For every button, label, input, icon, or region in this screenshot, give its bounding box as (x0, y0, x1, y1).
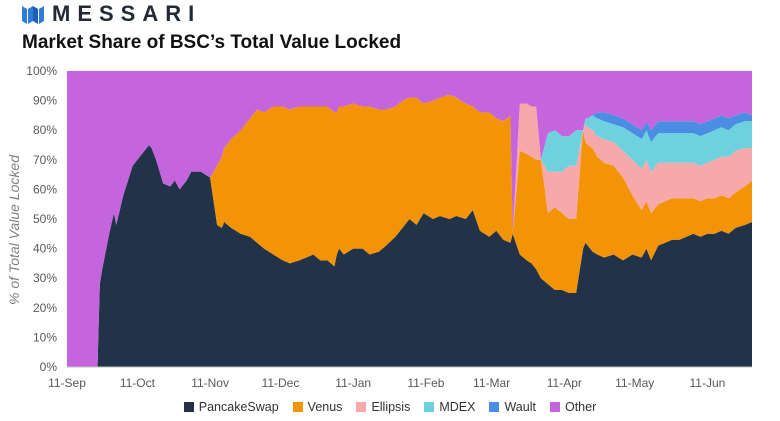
legend-swatch (292, 402, 303, 412)
legend-label: Ellipsis (371, 400, 411, 414)
y-tick-label: 60% (33, 182, 57, 196)
legend-item-other: Other (549, 400, 597, 414)
brand: MESSARI (22, 2, 201, 26)
legend-swatch (183, 402, 194, 412)
legend-label: Wault (504, 400, 536, 414)
x-tick-label: 11-Feb (407, 376, 444, 390)
area-other (67, 71, 752, 367)
axes: 0% 10% 20% 30% 40% 50% 60% 70% 80% 90% 100% 11-Sep 1… (26, 64, 752, 390)
y-tick-label: 50% (33, 212, 57, 226)
y-tick-label: 90% (33, 94, 57, 108)
y-tick-label: 30% (33, 271, 57, 285)
x-tick-label: 11-Sep (48, 376, 86, 390)
series-areas (67, 71, 752, 367)
y-tick-label: 80% (33, 123, 57, 137)
messari-logo-icon (22, 6, 44, 24)
area-wault (67, 94, 752, 367)
legend-item-venus: Venus (292, 400, 343, 414)
chart-title: Market Share of BSC’s Total Value Locked (22, 32, 402, 53)
legend-swatch (356, 402, 367, 412)
x-tick-label: 11-Jun (690, 376, 726, 390)
x-tick-label: 11-May (615, 376, 654, 390)
y-tick-label: 40% (33, 242, 57, 256)
y-tick-label: 0% (40, 360, 58, 374)
legend-label: Venus (307, 400, 343, 414)
brand-name: MESSARI (52, 1, 202, 26)
y-tick-label: 100% (26, 64, 57, 78)
x-tick-label: 11-Nov (191, 376, 229, 390)
legend-swatch (424, 402, 435, 412)
x-tick-label: 11-Oct (120, 376, 156, 390)
y-tick-label: 70% (33, 153, 57, 167)
legend-item-pancakeswap: PancakeSwap (183, 400, 279, 414)
x-tick-label: 11-Jan (335, 376, 371, 390)
y-tick-label: 10% (33, 330, 57, 344)
legend-item-mdex: MDEX (424, 400, 475, 414)
legend-item-wault: Wault (489, 400, 536, 414)
legend: PancakeSwap Venus Ellipsis MDEX Wault Other (0, 400, 780, 414)
legend-item-ellipsis: Ellipsis (356, 400, 410, 414)
area-pancakeswap (67, 145, 752, 367)
y-tick-label: 20% (33, 301, 57, 315)
legend-label: Other (564, 400, 597, 414)
x-tick-label: 11-Mar (473, 376, 510, 390)
legend-swatch (549, 402, 560, 412)
x-tick-label: 11-Dec (262, 376, 300, 390)
legend-label: MDEX (439, 400, 476, 414)
x-tick-label: 11-Apr (547, 376, 582, 390)
legend-label: PancakeSwap (198, 400, 279, 414)
area-venus (67, 94, 752, 367)
legend-swatch (489, 402, 500, 412)
